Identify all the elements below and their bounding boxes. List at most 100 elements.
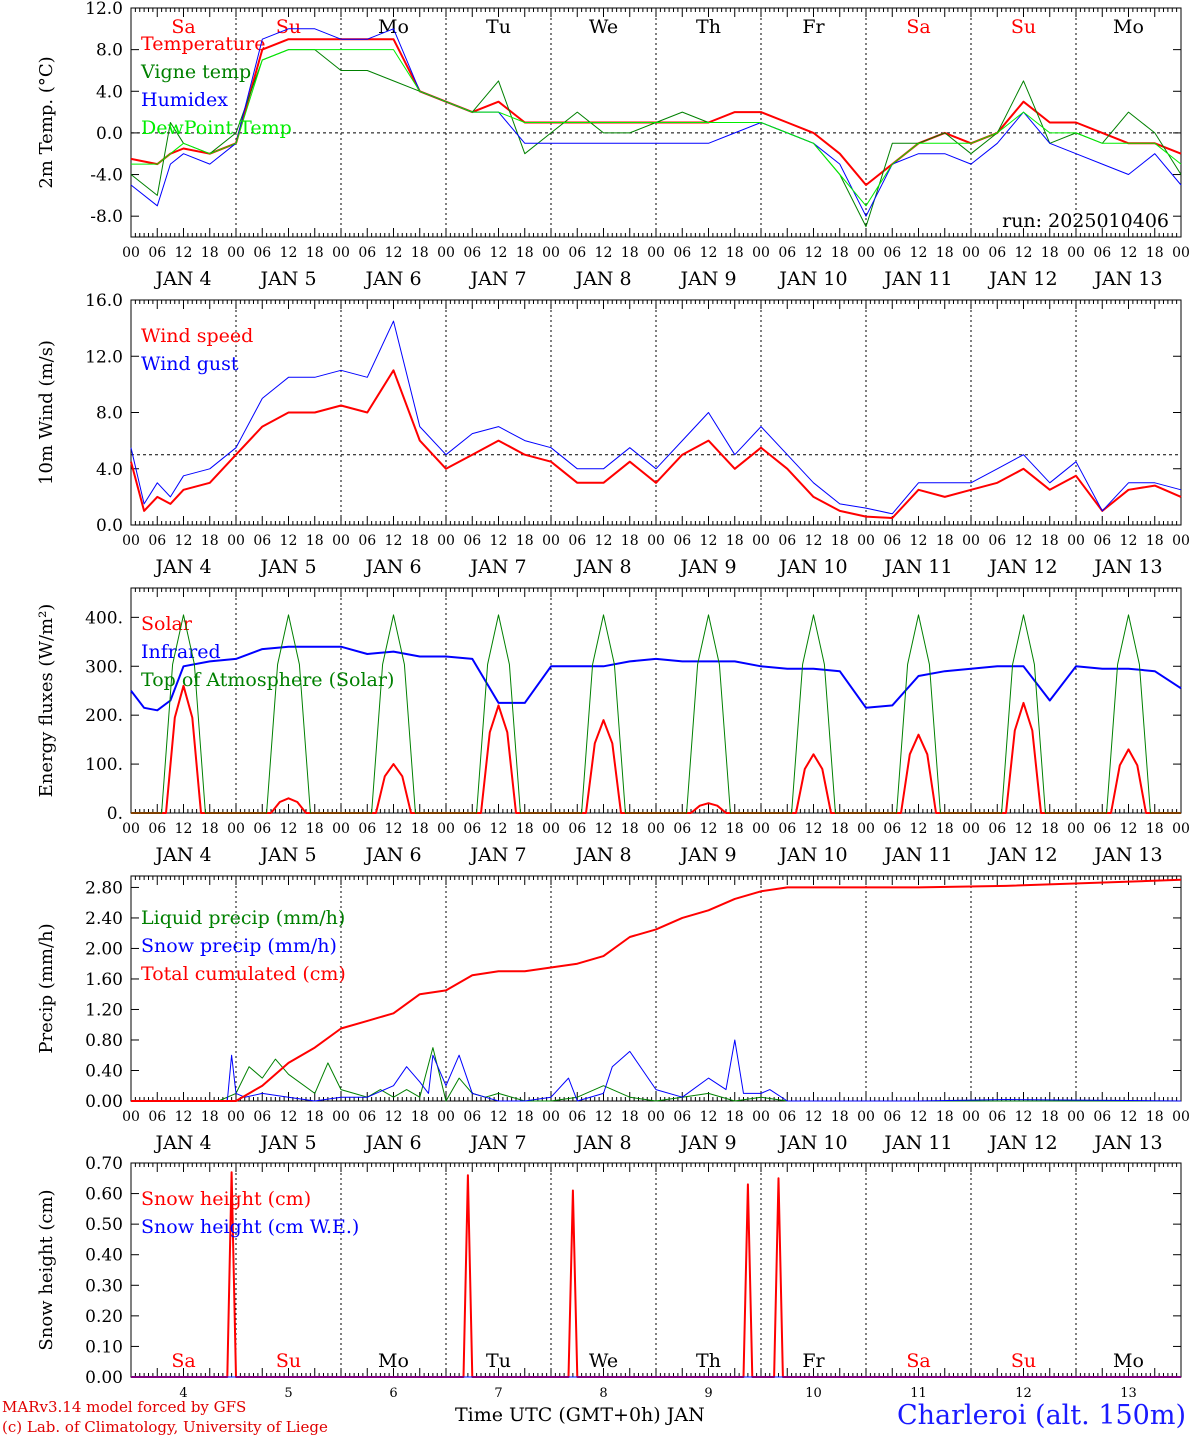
- date-label: JAN 10: [777, 556, 847, 578]
- hour-tick-label: 06: [148, 245, 166, 261]
- hour-tick-label: 18: [621, 245, 639, 261]
- hour-tick-label: 06: [988, 245, 1006, 261]
- date-label: JAN 10: [777, 844, 847, 866]
- date-label: JAN 7: [468, 844, 526, 866]
- date-label: JAN 13: [1092, 268, 1162, 290]
- date-label: JAN 11: [882, 556, 952, 578]
- date-label: JAN 7: [468, 268, 526, 290]
- hour-tick-label: 18: [726, 1109, 744, 1125]
- date-label: JAN 11: [882, 844, 952, 866]
- legend-entry: Top of Atmosphere (Solar): [141, 669, 394, 691]
- hour-tick-label: 06: [568, 533, 586, 549]
- hour-tick-label: 18: [201, 533, 219, 549]
- hour-tick-label: 00: [647, 821, 665, 837]
- hour-tick-label: 00: [1172, 533, 1190, 549]
- legend-entry: Temperature: [141, 33, 265, 55]
- hour-tick-label: 00: [857, 1109, 875, 1125]
- panel-2: 0.0 4.0 8.0 12.0 16.0 10m Wind (m/s) 00 06 12 18 J…: [36, 291, 1190, 578]
- hour-tick-label: 18: [1146, 1109, 1164, 1125]
- date-label: JAN 9: [678, 268, 736, 290]
- hour-tick-label: 00: [122, 821, 140, 837]
- hour-tick-label: 12: [595, 821, 613, 837]
- hour-tick-label: 06: [463, 821, 481, 837]
- hour-tick-label: 00: [332, 821, 350, 837]
- series-line: [131, 878, 1182, 1102]
- y-tick-label: 2.80: [85, 878, 123, 898]
- y-tick-label: 0.70: [85, 1154, 123, 1174]
- y-tick-label: 0.40: [85, 1061, 123, 1081]
- hour-tick-label: 12: [805, 533, 823, 549]
- hour-tick-label: 06: [778, 821, 796, 837]
- hour-tick-label: 06: [253, 821, 271, 837]
- date-label: JAN 5: [258, 268, 316, 290]
- y-tick-label: 12.0: [85, 0, 123, 19]
- hour-tick-label: 00: [437, 245, 455, 261]
- hour-tick-label: 12: [1120, 245, 1138, 261]
- weekday-label: Mo: [378, 16, 409, 38]
- day-number-label: 6: [389, 1386, 397, 1401]
- legend-entry: Wind speed: [141, 325, 253, 347]
- hour-tick-label: 00: [752, 245, 770, 261]
- bottom-x-axis-label: Time UTC (GMT+0h) JAN: [455, 1404, 705, 1426]
- hour-tick-label: 00: [1172, 1109, 1190, 1125]
- lab-credit: (c) Lab. of Climatology, University of L…: [2, 1418, 328, 1436]
- date-label: JAN 13: [1092, 844, 1162, 866]
- hour-tick-label: 00: [752, 821, 770, 837]
- series-line: [131, 49, 1182, 207]
- y-tick-label: 1.20: [85, 1000, 123, 1020]
- hour-tick-label: 06: [1093, 533, 1111, 549]
- hour-tick-label: 18: [411, 1109, 429, 1125]
- hour-tick-label: 18: [306, 533, 324, 549]
- y-tick-label: 12.0: [85, 347, 123, 367]
- hour-tick-label: 00: [1067, 1109, 1085, 1125]
- series-line: [131, 614, 1181, 814]
- y-tick-label: 16.0: [85, 291, 123, 311]
- y-axis-title: Precip (mm/h): [36, 923, 57, 1053]
- y-axis-title: Energy fluxes (W/m²): [36, 604, 57, 798]
- series-line: [130, 645, 1182, 712]
- hour-tick-label: 00: [122, 533, 140, 549]
- hour-tick-label: 18: [306, 1109, 324, 1125]
- legend-entry: Wind gust: [141, 353, 239, 375]
- date-label: JAN 5: [258, 556, 316, 578]
- hour-tick-label: 06: [148, 1109, 166, 1125]
- hour-tick-label: 18: [831, 533, 849, 549]
- weekday-label: Mo: [1113, 1350, 1144, 1372]
- legend-entry: Humidex: [141, 89, 228, 111]
- hour-tick-label: 12: [280, 533, 298, 549]
- hour-tick-label: 12: [910, 533, 928, 549]
- date-label: JAN 12: [987, 1132, 1057, 1154]
- hour-tick-label: 00: [542, 533, 560, 549]
- legend-entry: Liquid precip (mm/h): [141, 907, 345, 929]
- hour-tick-label: 18: [516, 533, 534, 549]
- y-tick-label: 0.10: [85, 1337, 123, 1357]
- hour-tick-label: 00: [752, 533, 770, 549]
- hour-tick-label: 18: [1146, 821, 1164, 837]
- weekday-label: Th: [696, 1350, 721, 1372]
- hour-tick-label: 12: [805, 1109, 823, 1125]
- hour-tick-label: 12: [280, 821, 298, 837]
- hour-tick-label: 00: [227, 245, 245, 261]
- y-tick-label: 8.0: [96, 404, 123, 424]
- day-number-label: 9: [704, 1386, 712, 1401]
- y-tick-label: -8.0: [90, 207, 123, 227]
- series-line: [130, 320, 1182, 515]
- hour-tick-label: 18: [1041, 245, 1059, 261]
- hour-tick-label: 00: [1067, 821, 1085, 837]
- hour-tick-label: 06: [463, 1109, 481, 1125]
- hour-tick-label: 06: [358, 1109, 376, 1125]
- day-number-label: 7: [494, 1386, 502, 1401]
- weekday-label: Th: [696, 16, 721, 38]
- weekday-label: Su: [1011, 16, 1036, 38]
- hour-tick-label: 00: [227, 821, 245, 837]
- hour-tick-label: 12: [490, 1109, 508, 1125]
- hour-tick-label: 00: [332, 245, 350, 261]
- legend-entry: Snow precip (mm/h): [141, 935, 337, 957]
- hour-tick-label: 00: [332, 533, 350, 549]
- hour-tick-label: 18: [936, 245, 954, 261]
- weekday-label: Fr: [802, 16, 825, 38]
- hour-tick-label: 00: [857, 533, 875, 549]
- hour-tick-label: 18: [411, 821, 429, 837]
- hour-tick-label: 12: [385, 821, 403, 837]
